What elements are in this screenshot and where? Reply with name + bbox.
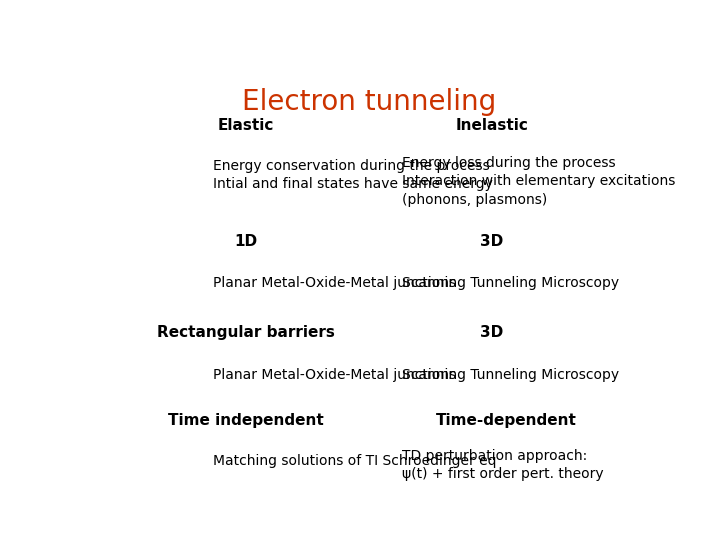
Text: 1D: 1D xyxy=(235,234,258,249)
Text: Energy loss during the process
Interaction with elementary excitations
(phonons,: Energy loss during the process Interacti… xyxy=(402,156,676,207)
Text: Scanning Tunneling Microscopy: Scanning Tunneling Microscopy xyxy=(402,368,620,382)
Text: Electron tunneling: Electron tunneling xyxy=(242,87,496,116)
Text: Rectangular barriers: Rectangular barriers xyxy=(157,326,336,341)
Text: Time independent: Time independent xyxy=(168,413,324,428)
Text: Time-dependent: Time-dependent xyxy=(436,413,577,428)
Text: Planar Metal-Oxide-Metal junctions: Planar Metal-Oxide-Metal junctions xyxy=(213,276,456,290)
Text: Inelastic: Inelastic xyxy=(455,118,528,133)
Text: Planar Metal-Oxide-Metal junctions: Planar Metal-Oxide-Metal junctions xyxy=(213,368,456,382)
Text: Energy conservation during the process
Intial and final states have same energy: Energy conservation during the process I… xyxy=(213,159,492,191)
Text: Matching solutions of TI Schroedinger eq: Matching solutions of TI Schroedinger eq xyxy=(213,454,496,468)
Text: 3D: 3D xyxy=(480,326,503,341)
Text: Scanning Tunneling Microscopy: Scanning Tunneling Microscopy xyxy=(402,276,620,290)
Text: Elastic: Elastic xyxy=(218,118,274,133)
Text: TD perturbation approach:
ψ(t) + first order pert. theory: TD perturbation approach: ψ(t) + first o… xyxy=(402,449,604,481)
Text: 3D: 3D xyxy=(480,234,503,249)
